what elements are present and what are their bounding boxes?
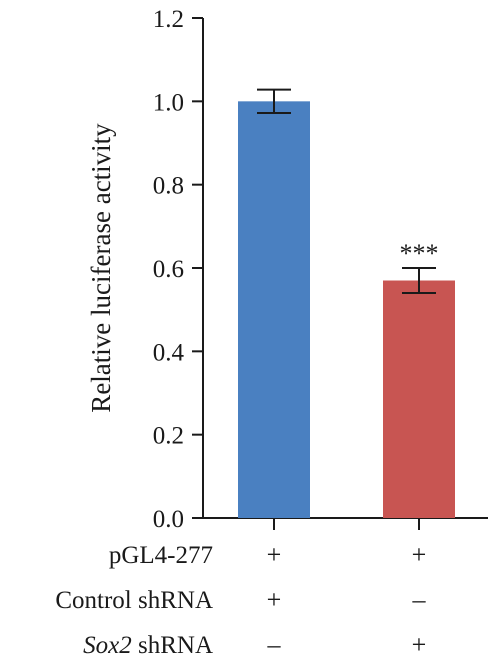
condition-label-text: Control shRNA [55, 587, 213, 614]
bar [383, 280, 455, 518]
y-tick-label: 1.0 [153, 89, 184, 116]
condition-label-text: pGL4-277 [109, 542, 213, 569]
condition-label-text: shRNA [132, 632, 213, 659]
y-tick-label: 0.2 [153, 423, 184, 450]
condition-mark: + [267, 585, 282, 614]
x-axis [203, 517, 488, 530]
y-axis-title: Relative luciferase activity [86, 123, 116, 413]
bar [238, 101, 310, 518]
significance-group: *** [400, 239, 439, 268]
y-tick-label: 0.8 [153, 173, 184, 200]
condition-mark: – [412, 585, 427, 614]
condition-table: pGL4-277 + + Control shRNA + – Sox2 shRNA – + [55, 540, 426, 659]
y-axis: 0.0 0.2 0.4 0.6 0.8 1.0 1.2 [153, 6, 204, 533]
condition-row-label: Sox2 shRNA [83, 632, 213, 659]
condition-mark: + [412, 540, 427, 569]
error-bars-group [257, 88, 436, 294]
condition-row-label: Control shRNA [55, 587, 213, 614]
condition-mark: + [267, 540, 282, 569]
y-tick-label: 0.0 [153, 506, 184, 533]
significance-marker: *** [400, 239, 439, 268]
condition-mark: – [267, 630, 282, 659]
condition-row-label: pGL4-277 [109, 542, 213, 569]
bars-group [238, 101, 455, 518]
y-tick-label: 0.6 [153, 256, 184, 283]
condition-mark: + [412, 630, 427, 659]
condition-label-italic: Sox2 [83, 632, 132, 659]
y-tick-label: 1.2 [153, 6, 184, 33]
y-tick-label: 0.4 [153, 339, 185, 366]
